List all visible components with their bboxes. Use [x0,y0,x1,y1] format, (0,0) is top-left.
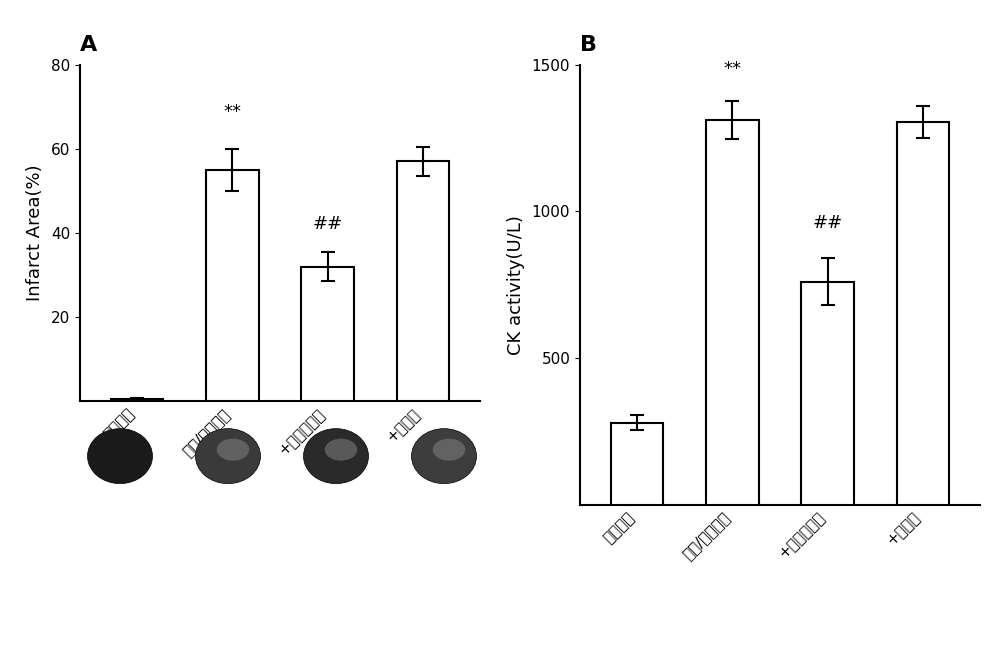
Text: ##: ## [812,214,843,232]
Y-axis label: Infarct Area(%): Infarct Area(%) [26,164,44,302]
Bar [897,122,949,505]
Bar [206,170,259,401]
Y-axis label: CK activity(U/L): CK activity(U/L) [507,215,525,355]
Bar [397,161,449,401]
Bar [706,120,759,505]
Bar [801,281,854,505]
Text: A: A [80,35,97,55]
Bar [111,399,163,401]
Bar [611,422,663,505]
Text: **: ** [723,60,741,78]
Text: B: B [580,35,597,55]
Text: ##: ## [312,215,343,233]
Text: **: ** [223,104,241,122]
Bar [301,267,354,401]
